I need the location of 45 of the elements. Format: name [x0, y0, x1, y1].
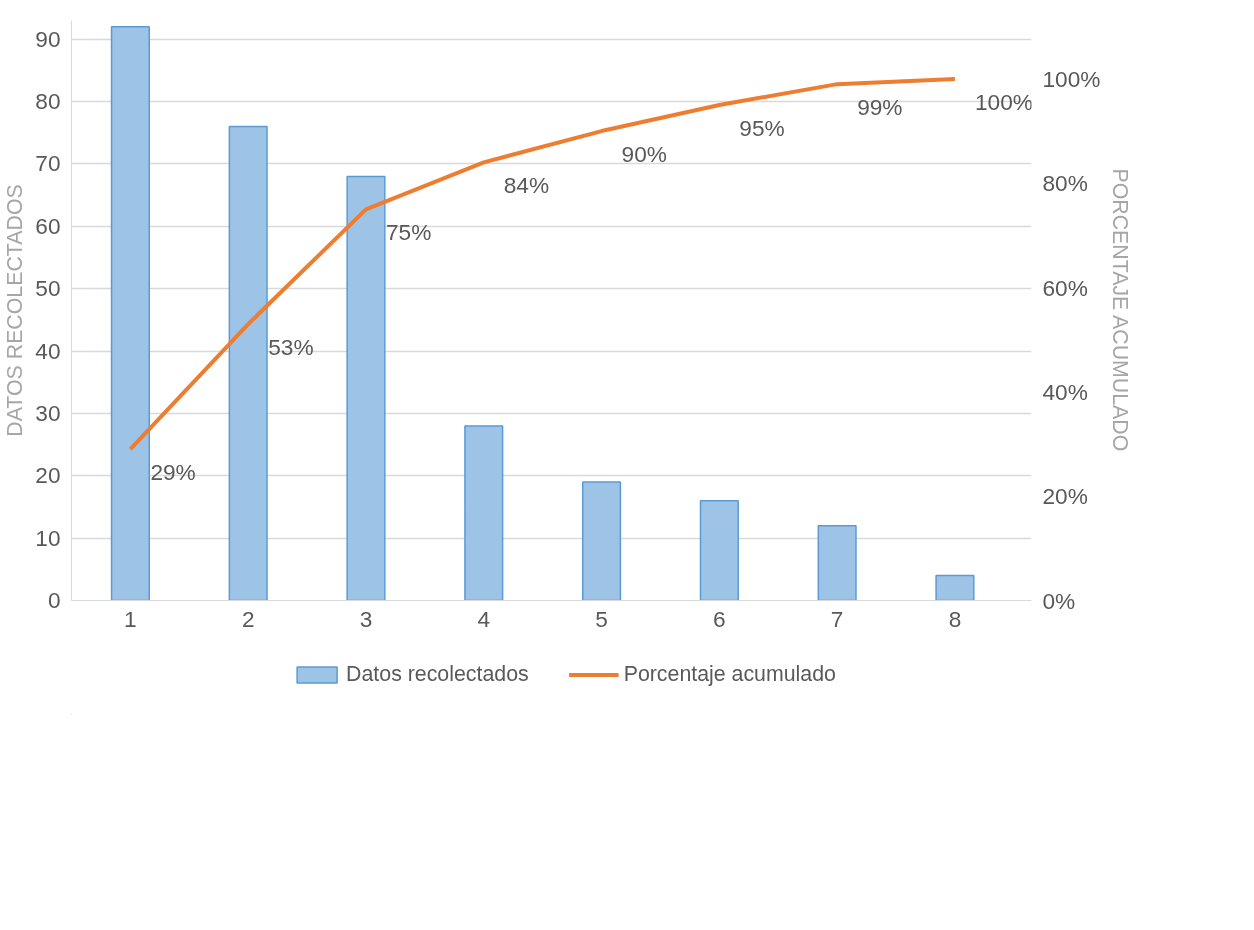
y2-tick-label: 40%: [1042, 378, 1088, 405]
y-tick-label: 70: [35, 150, 61, 177]
bar: [699, 499, 739, 601]
y-tick-label: 40: [35, 337, 61, 364]
data-label: 99%: [857, 94, 903, 121]
x-tick-label: 6: [713, 605, 726, 632]
x-tick-label: 2: [241, 605, 255, 632]
bar: [817, 524, 857, 601]
y-tick-label: 60: [35, 212, 61, 239]
y-tick-label: 0: [47, 587, 61, 613]
data-label: 95%: [739, 115, 785, 141]
y-tick-label: 10: [35, 524, 61, 551]
data-label: 100%: [974, 88, 1033, 115]
x-tick-label: 4: [477, 605, 491, 632]
line-series: [128, 76, 957, 452]
data-label: 90%: [621, 141, 667, 168]
x-tick-label: 7: [830, 605, 844, 632]
x-tick-label: 8: [948, 605, 962, 632]
y2-tick-label: 100%: [1042, 65, 1101, 92]
x-tick-label: 3: [359, 605, 373, 632]
y2-axis-title: PORCENTAJE ACUMULADO: [1108, 168, 1133, 452]
y-tick-label: 50: [35, 275, 61, 302]
data-label: 53%: [268, 334, 314, 361]
bar: [464, 425, 504, 601]
y2-tick-label: 80%: [1042, 170, 1088, 197]
bar: [110, 25, 150, 601]
legend-label: Porcentaje acumulado: [623, 661, 836, 687]
bar: [228, 125, 268, 601]
data-label: 84%: [503, 172, 550, 199]
y2-tick-label: 60%: [1042, 274, 1088, 301]
y2-tick-label: 20%: [1042, 483, 1088, 510]
data-label: 75%: [385, 219, 432, 246]
data-label: 29%: [150, 459, 196, 486]
x-tick-label: 5: [595, 605, 608, 632]
y-tick-label: 80: [35, 88, 61, 115]
bar: [346, 175, 386, 601]
y-tick-label: 30: [35, 399, 61, 426]
y-tick-label: 20: [35, 462, 61, 489]
y-tick-label: 90: [35, 25, 61, 52]
y2-tick-label: 0%: [1042, 587, 1076, 614]
legend-label: Datos recolectados: [346, 661, 529, 687]
x-tick-label: 1: [124, 605, 137, 632]
bar: [581, 481, 622, 601]
y-axis-title: DATOS RECOLECTADOS: [3, 184, 28, 437]
bar: [935, 574, 975, 601]
